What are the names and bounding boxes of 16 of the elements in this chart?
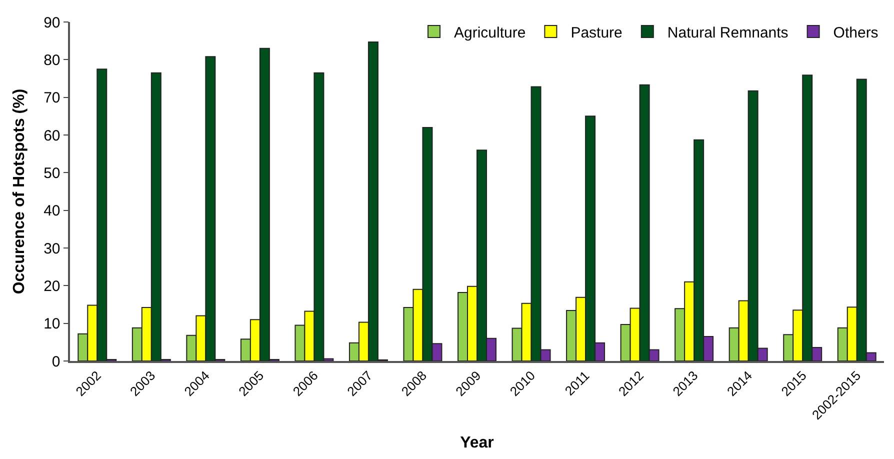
y-tick-label: 0 [52, 353, 60, 370]
y-tick-label: 50 [44, 164, 60, 182]
legend-label: Pasture [570, 24, 622, 42]
x-axis-title: Year [460, 434, 494, 452]
legend-label: Agriculture [454, 24, 526, 42]
y-tick-label: 10 [44, 316, 60, 333]
y-tick-label: 30 [44, 240, 60, 258]
legend-label: Others [833, 24, 878, 42]
y-tick-label: 90 [44, 14, 60, 32]
y-tick-label: 70 [44, 90, 60, 107]
y-axis-title: Occurence of Hotspots (%) [10, 88, 28, 294]
legend-label: Natural Remnants [667, 24, 788, 42]
y-tick-label: 80 [44, 52, 60, 69]
y-tick-label: 60 [44, 127, 60, 144]
y-tick-label: 20 [44, 278, 60, 295]
y-tick-label: 40 [44, 202, 60, 220]
